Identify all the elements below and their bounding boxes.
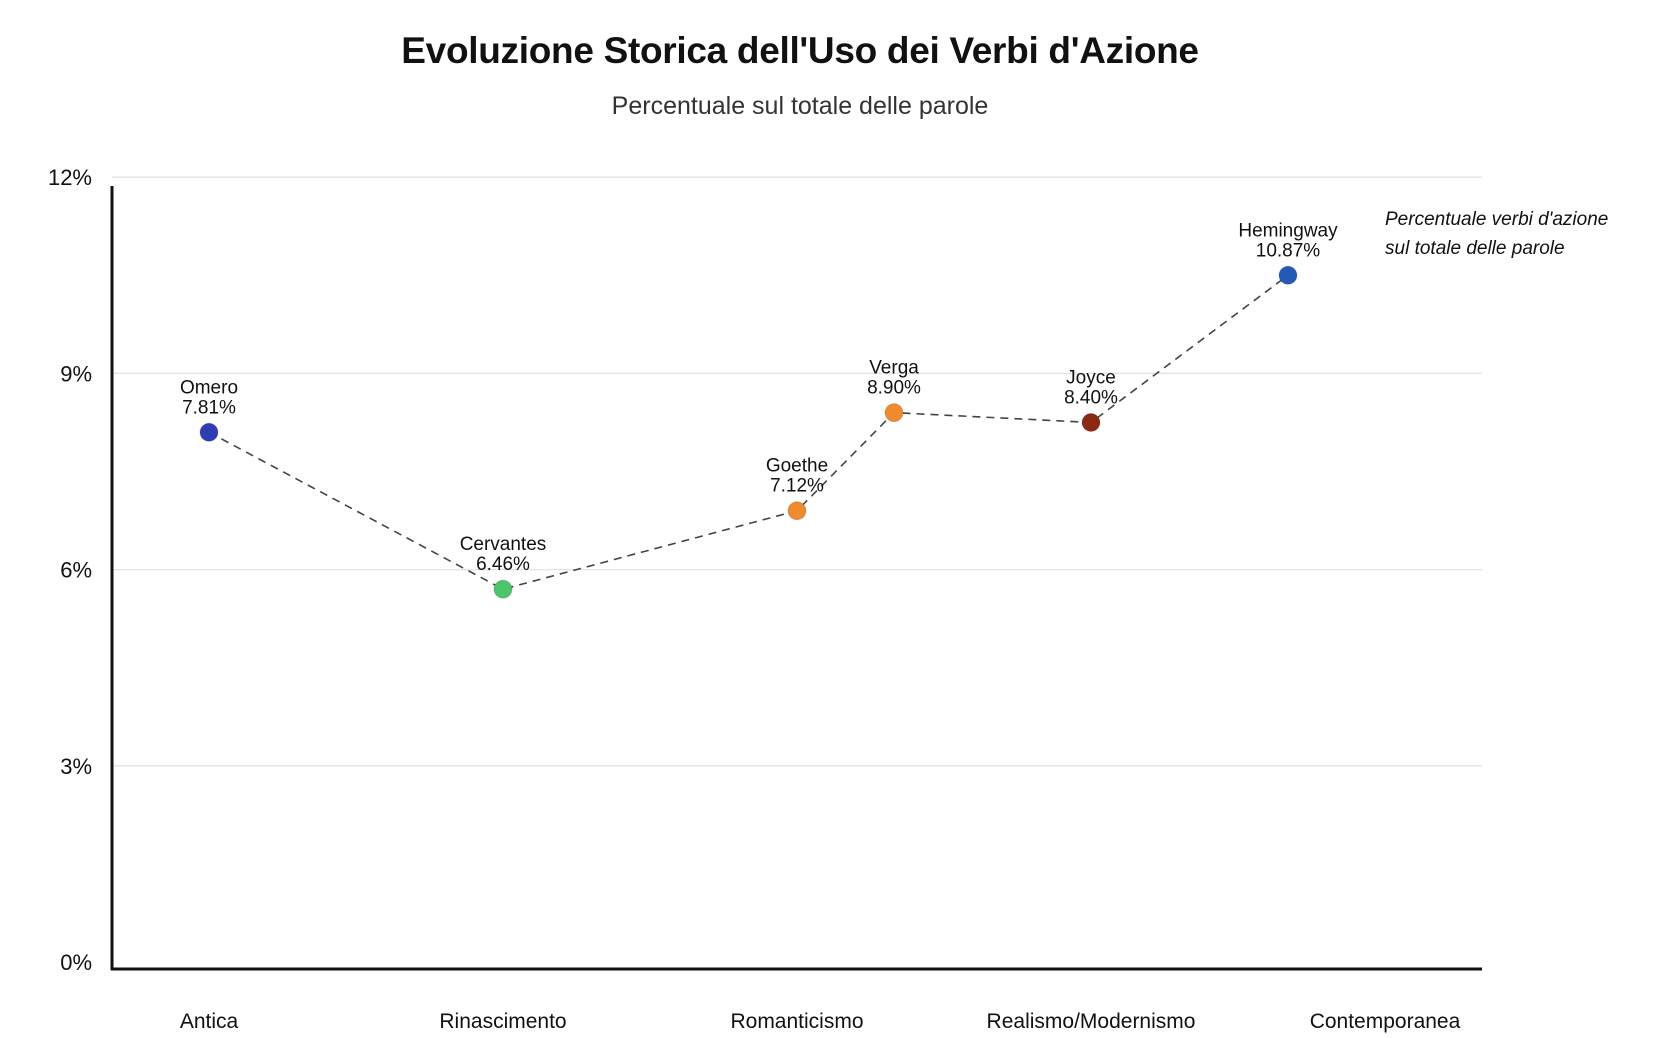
point-author-label: Verga: [869, 358, 919, 379]
x-category-label: Romanticismo: [730, 1010, 863, 1033]
point-value-label: 10.87%: [1256, 240, 1321, 261]
data-point: [884, 403, 904, 423]
connector-line: [208, 274, 1289, 591]
point-author-label: Hemingway: [1238, 220, 1338, 241]
y-tick-label: 3%: [60, 754, 92, 779]
axes: [110, 186, 1482, 971]
point-author-label: Cervantes: [460, 534, 547, 555]
point-author-label: Goethe: [766, 456, 828, 477]
y-tick-label: 12%: [48, 165, 92, 190]
annotation-line: Percentuale verbi d'azione: [1385, 209, 1608, 230]
dashed-connector: [208, 274, 1289, 591]
data-point: [1278, 265, 1298, 285]
x-category-label: Realismo/Modernismo: [987, 1010, 1196, 1033]
point-value-label: 8.90%: [867, 378, 921, 399]
x-axis-categories: Antica Rinascimento Romanticismo Realismo/M…: [180, 1010, 1461, 1033]
point-author-label: Omero: [180, 377, 238, 398]
point-author-label: Joyce: [1066, 367, 1116, 388]
data-point: [493, 579, 513, 599]
y-tick-label: 9%: [60, 361, 92, 386]
annotation-line: sul totale delle parole: [1385, 238, 1565, 259]
data-point: [787, 501, 807, 521]
y-tick-label: 0%: [60, 950, 92, 975]
grid-lines: [112, 176, 1482, 767]
point-value-label: 8.40%: [1064, 387, 1118, 408]
point-value-label: 7.81%: [182, 397, 236, 418]
x-category-label: Contemporanea: [1310, 1010, 1461, 1033]
data-point: [1081, 412, 1101, 432]
data-point: [199, 422, 219, 442]
annotation: Percentuale verbi d'azione sul totale del…: [1385, 209, 1608, 259]
x-category-label: Rinascimento: [439, 1010, 566, 1033]
point-value-label: 6.46%: [476, 554, 530, 575]
x-category-label: Antica: [180, 1010, 239, 1033]
y-axis-ticks: 0% 3% 6% 9% 12%: [48, 165, 92, 975]
data-points: [199, 265, 1298, 599]
y-tick-label: 6%: [60, 558, 92, 583]
point-value-label: 7.12%: [770, 476, 824, 497]
chart-subtitle: Percentuale sul totale delle parole: [611, 92, 989, 120]
chart-title: Evoluzione Storica dell'Uso dei Verbi d'…: [401, 30, 1199, 71]
